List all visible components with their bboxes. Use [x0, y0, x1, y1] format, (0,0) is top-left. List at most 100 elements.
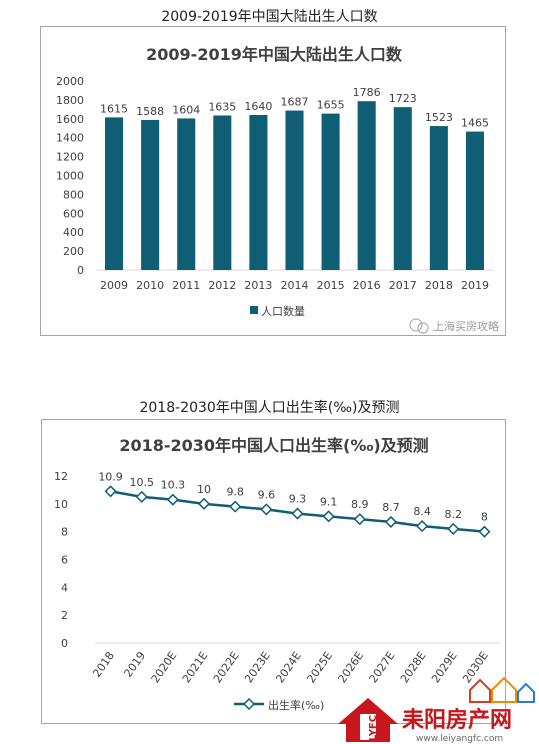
x-tick-label: 2022E — [211, 649, 242, 685]
data-point — [197, 497, 211, 510]
data-label: 1723 — [389, 92, 417, 105]
data-label: 1687 — [281, 96, 309, 109]
chart-title: 2009-2019年中国大陆出生人口数 — [146, 45, 403, 64]
house-logo-icon — [338, 698, 398, 742]
data-label: 1615 — [100, 102, 128, 115]
data-point — [353, 513, 366, 526]
data-point — [104, 485, 117, 498]
x-tick-label: 2013 — [244, 279, 272, 292]
chart1-caption: 2009-2019年中国大陆出生人口数 — [161, 9, 378, 25]
data-point — [135, 490, 148, 503]
x-tick-label: 2012 — [208, 279, 236, 292]
y-tick-label: 1200 — [56, 151, 84, 164]
data-label: 8.4 — [413, 505, 431, 518]
y-tick-label: 600 — [63, 207, 84, 220]
line-chart-svg: 2018-2030年中国人口出生率(‰)及预测 0 2 4 6 8 10 12 10.9 10.5… — [54, 436, 500, 712]
bar-chart-svg: 2009-2019年中国大陆出生人口数 0 200 400 600 800 1000 1200… — [56, 45, 499, 334]
data-label: 9.6 — [258, 488, 276, 501]
data-label: 1786 — [353, 86, 381, 99]
birth-rate-chart: 2018-2030年中国人口出生率(‰)及预测 0 2 4 6 8 10 12 10.9 10.5… — [41, 419, 506, 724]
data-point — [229, 500, 242, 513]
data-label: 1465 — [461, 117, 489, 130]
y-tick-label: 1600 — [56, 113, 84, 126]
skyline-icon — [469, 676, 535, 703]
brand-url: www.leiyangfc.com — [416, 734, 503, 744]
y-tick-label: 12 — [54, 470, 68, 483]
x-tick-label: 2016 — [353, 279, 381, 292]
bar — [393, 107, 412, 270]
chart-title: 2018-2030年中国人口出生率(‰)及预测 — [119, 436, 428, 455]
wechat-icon-inner — [417, 322, 429, 334]
data-label: 1655 — [317, 99, 345, 112]
bar — [357, 101, 376, 271]
bar — [105, 117, 124, 270]
data-point — [260, 503, 273, 516]
data-label: 10.3 — [161, 479, 186, 492]
bar — [285, 110, 304, 271]
brand-watermark: LYFC 耒阳房产网 www.leiyangfc.com — [338, 676, 535, 744]
data-point — [166, 493, 179, 506]
bar — [249, 115, 268, 271]
legend-swatch — [250, 306, 258, 314]
x-tick-label: 2018 — [425, 279, 453, 292]
data-label: 1635 — [208, 100, 236, 113]
y-tick-label: 1800 — [56, 94, 84, 107]
data-label: 10.5 — [129, 476, 154, 489]
chart2-caption: 2018-2030年中国人口出生率(‰)及预测 — [139, 400, 400, 416]
birth-population-chart: 2009-2019年中国大陆出生人口数 0 200 400 600 800 1000 1200… — [40, 26, 506, 336]
data-label: 8.2 — [445, 508, 463, 521]
brand-badge: LYFC — [368, 715, 379, 741]
y-tick-label: 0 — [61, 637, 68, 650]
data-point — [416, 520, 429, 533]
x-tick-label: 2011 — [172, 279, 200, 292]
x-tick-label: 2019 — [461, 279, 489, 292]
data-point — [447, 522, 460, 535]
x-tick-label: 2020E — [149, 649, 180, 685]
x-tick-label: 2009 — [100, 279, 128, 292]
y-tick-label: 6 — [61, 554, 68, 567]
bar — [213, 115, 232, 271]
brand-name: 耒阳房产网 — [402, 707, 512, 733]
y-tick-label: 400 — [63, 226, 84, 239]
data-label: 1604 — [172, 103, 200, 116]
data-point — [291, 507, 304, 520]
data-label: 1523 — [425, 111, 453, 124]
data-label: 8 — [481, 511, 488, 524]
y-tick-label: 1400 — [56, 132, 84, 145]
legend-label: 人口数量 — [261, 305, 305, 318]
data-label: 8.9 — [351, 498, 369, 511]
data-point — [322, 510, 335, 523]
data-label: 9.3 — [289, 493, 307, 506]
y-tick-label: 8 — [61, 526, 68, 539]
data-label: 9.1 — [320, 495, 338, 508]
wechat-icon — [409, 318, 423, 332]
data-point — [384, 515, 398, 528]
data-label: 10 — [197, 483, 211, 496]
x-tick-label: 2023E — [242, 649, 273, 685]
x-tick-label: 2019 — [121, 649, 148, 679]
y-tick-label: 2000 — [56, 75, 84, 88]
x-tick-label: 2010 — [136, 279, 164, 292]
data-point — [478, 525, 491, 538]
bar — [141, 119, 160, 271]
x-tick-label: 2017 — [389, 279, 417, 292]
bar — [321, 113, 340, 270]
data-label: 1640 — [244, 100, 272, 113]
x-tick-label: 2025E — [304, 649, 335, 685]
bar — [429, 126, 448, 270]
bar — [465, 131, 484, 270]
data-label: 1588 — [136, 105, 164, 118]
data-label: 10.9 — [98, 470, 123, 483]
x-tick-label: 2014 — [281, 279, 309, 292]
y-tick-label: 800 — [63, 188, 84, 201]
y-tick-label: 2 — [61, 609, 68, 622]
x-tick-label: 2024E — [273, 649, 304, 685]
data-label: 9.8 — [226, 486, 244, 499]
y-tick-label: 4 — [61, 581, 68, 594]
legend-label: 出生率(‰) — [268, 698, 324, 712]
watermark-text: 上海买房攻略 — [433, 319, 499, 333]
y-tick-label: 200 — [63, 245, 84, 258]
x-tick-label: 2018 — [90, 649, 117, 679]
bar — [177, 118, 196, 270]
y-tick-label: 1000 — [56, 170, 84, 183]
